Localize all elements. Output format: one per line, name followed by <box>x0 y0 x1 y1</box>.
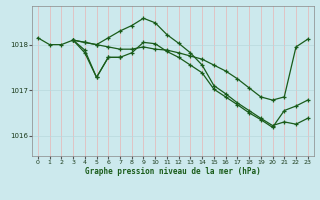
X-axis label: Graphe pression niveau de la mer (hPa): Graphe pression niveau de la mer (hPa) <box>85 167 261 176</box>
